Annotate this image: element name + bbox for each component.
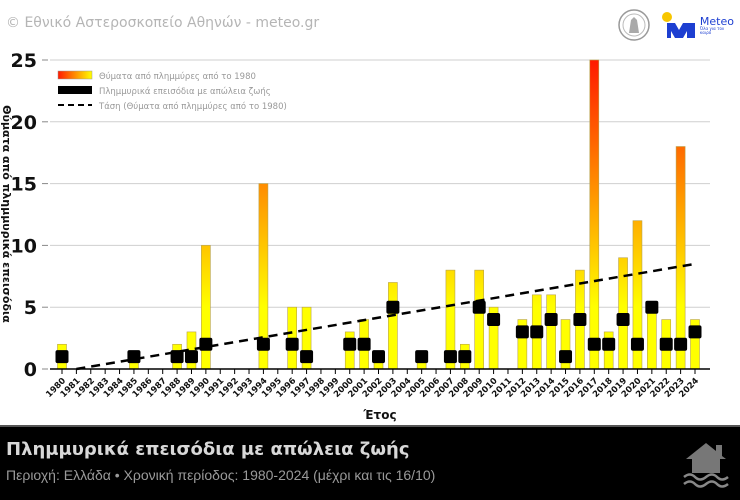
- marker-1985: [127, 350, 141, 364]
- x-axis-label: Έτος: [362, 408, 396, 422]
- meteo-logo-tagline: Όλα για τον καιρό: [699, 25, 725, 35]
- marker-1990: [199, 337, 213, 351]
- marker-2009: [472, 300, 486, 314]
- marker-2024: [688, 325, 702, 339]
- meteo-m-icon: [661, 12, 695, 38]
- marker-2013: [530, 325, 544, 339]
- footer: Πλημμυρικά επεισόδια με απώλεια ζωής Περ…: [0, 425, 740, 500]
- x-axis-ticks: 1980198119821983198419851986198719881989…: [44, 369, 701, 400]
- legend-label-victims: Θύματα από πλημμύρες από το 1980: [99, 71, 256, 82]
- marker-1996: [285, 337, 299, 351]
- marker-2005: [415, 350, 429, 364]
- legend-label-episodes: Πλημμυρικά επεισόδια με απώλεια ζωής: [99, 86, 271, 97]
- marker-2015: [559, 350, 573, 364]
- logos: Meteo Όλα για τον καιρό: [617, 8, 734, 42]
- trend-line: [76, 262, 696, 371]
- marker-1997: [300, 350, 314, 364]
- footer-subtitle: Περιοχή: Ελλάδα • Χρονική περίοδος: 1980…: [6, 467, 436, 483]
- marker-2001: [357, 337, 371, 351]
- y-tick-label: 5: [24, 297, 37, 319]
- marker-1989: [184, 350, 198, 364]
- chart: 0 5 10 15 20 25 Θύματα από πλημμυρικά επεισόδ…: [0, 50, 710, 422]
- marker-2022: [659, 337, 673, 351]
- legend-label-trend: Τάση (Θύματα από πλημμύρες από το 1980): [98, 101, 287, 112]
- observatory-seal-logo: [618, 9, 650, 41]
- marker-2008: [458, 350, 472, 364]
- gridlines: [50, 59, 710, 308]
- bar-2021: [647, 306, 657, 370]
- y-axis-ticks: 0 5 10 15 20 25: [11, 50, 48, 381]
- y-tick-label: 20: [11, 112, 37, 134]
- y-tick-label: 0: [24, 359, 37, 381]
- legend: Θύματα από πλημμύρες από το 1980 Πλημμυρ…: [57, 70, 287, 112]
- marker-2017: [587, 337, 601, 351]
- y-tick-label: 10: [11, 235, 37, 257]
- legend-swatch-victims: [57, 70, 93, 80]
- copyright-text: © Εθνικό Αστεροσκοπείο Αθηνών - meteo.gr: [6, 15, 320, 31]
- bar-2023: [675, 146, 686, 370]
- marker-2000: [343, 337, 357, 351]
- marker-2020: [630, 337, 644, 351]
- footer-title: Πλημμυρικά επεισόδια με απώλεια ζωής: [6, 439, 410, 460]
- marker-1988: [170, 350, 184, 364]
- marker-2023: [674, 337, 688, 351]
- marker-2018: [602, 337, 616, 351]
- bar-2017: [589, 59, 600, 370]
- bar-2014: [546, 294, 556, 370]
- marker-2002: [372, 350, 385, 364]
- marker-2007: [443, 350, 457, 364]
- flooded-house-icon: [683, 443, 729, 488]
- marker-1980: [55, 350, 69, 364]
- y-tick-label: 15: [11, 174, 37, 196]
- bar-2003: [388, 282, 398, 370]
- marker-2021: [645, 300, 659, 314]
- marker-2010: [487, 313, 501, 327]
- marker-2016: [573, 313, 587, 327]
- marker-1994: [256, 337, 270, 351]
- bar-2009: [474, 269, 485, 370]
- marker-2003: [386, 300, 400, 314]
- meteo-logo-text: Meteo: [699, 14, 734, 28]
- y-tick-label: 25: [11, 50, 37, 72]
- meteo-logo: Meteo Όλα για τον καιρό: [661, 11, 734, 39]
- marker-2014: [544, 313, 558, 327]
- legend-swatch-episodes: [58, 86, 92, 94]
- marker-2012: [515, 325, 529, 339]
- y-axis-label: Θύματα από πλημμυρικά επεισόδια: [0, 105, 13, 323]
- marker-2019: [616, 313, 630, 327]
- episode-markers: [55, 300, 702, 364]
